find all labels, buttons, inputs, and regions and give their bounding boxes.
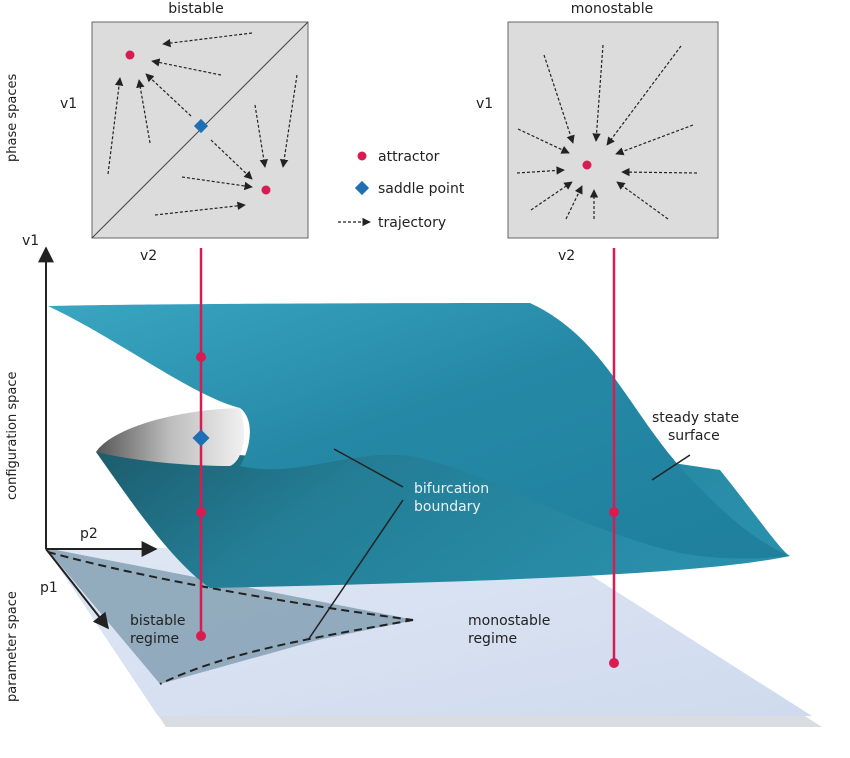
bistable-v2-label: v2 — [140, 248, 157, 264]
axis-label-p1: p1 — [40, 580, 58, 596]
legend-attractor-icon — [357, 151, 367, 161]
parameter-plane-group — [46, 548, 822, 727]
steady-leader — [651, 454, 691, 481]
bistable-param-dot — [196, 631, 206, 641]
steady-state-label-1: steady state — [652, 410, 739, 426]
legend-saddle-icon — [354, 180, 370, 196]
bistable-title: bistable — [168, 1, 224, 17]
surface-saddle-diamond — [192, 429, 210, 447]
legend-attractor-label: attractor — [378, 149, 440, 165]
bistable-regime-label-1: bistable — [130, 613, 186, 629]
surface-upper-sheet — [48, 303, 790, 559]
p1-axis — [45, 548, 109, 630]
axis-label-v1: v1 — [22, 233, 39, 249]
monostable-attractor — [582, 160, 592, 170]
monostable-surface-dot — [609, 507, 619, 517]
side-label-phase: phase spaces — [5, 74, 20, 162]
bistable-region — [46, 548, 415, 684]
steady-state-surface — [48, 303, 790, 588]
monostable-v1-label: v1 — [476, 96, 493, 112]
monostable-regime-label-2: regime — [468, 631, 517, 647]
axis-label-p2: p2 — [80, 526, 98, 542]
monostable-phase-panel: monostable v1 v2 — [476, 1, 719, 264]
legend-trajectory-label: trajectory — [378, 215, 446, 231]
side-label-configuration: configuration space — [5, 371, 20, 500]
bistable-phase-panel: bistable v1 v2 — [60, 1, 309, 264]
monostable-v2-label: v2 — [558, 248, 575, 264]
side-label-parameter: parameter space — [5, 591, 20, 702]
monostable-trajectories — [516, 44, 698, 220]
bifurcation-label-1: bifurcation — [414, 481, 489, 497]
bistable-regime-label-2: regime — [130, 631, 179, 647]
monostable-regime-label-1: monostable — [468, 613, 550, 629]
monostable-title: monostable — [571, 1, 653, 17]
legend-saddle-label: saddle point — [378, 181, 465, 197]
bifurcation-label-2: boundary — [414, 499, 481, 515]
bistable-stem — [192, 248, 210, 641]
monostable-param-dot — [609, 658, 619, 668]
steady-state-label-2: surface — [668, 428, 720, 444]
upper-attractor-dot — [196, 352, 206, 362]
legend: attractor saddle point trajectory — [338, 149, 465, 231]
bif-leader-upper — [333, 448, 404, 488]
bif-leader-lower — [307, 499, 404, 641]
lower-attractor-dot — [196, 507, 206, 517]
bistable-trajectories — [107, 32, 298, 216]
surface-fold — [96, 408, 245, 466]
bistable-attractor-2 — [261, 185, 271, 195]
bistable-v1-label: v1 — [60, 96, 77, 112]
monostable-stem — [609, 248, 619, 668]
bistable-attractor-1 — [125, 50, 135, 60]
monostable-box — [507, 21, 719, 239]
bifurcation-boundary-line — [47, 551, 414, 621]
bifurcation-boundary-line-lower — [159, 619, 414, 685]
